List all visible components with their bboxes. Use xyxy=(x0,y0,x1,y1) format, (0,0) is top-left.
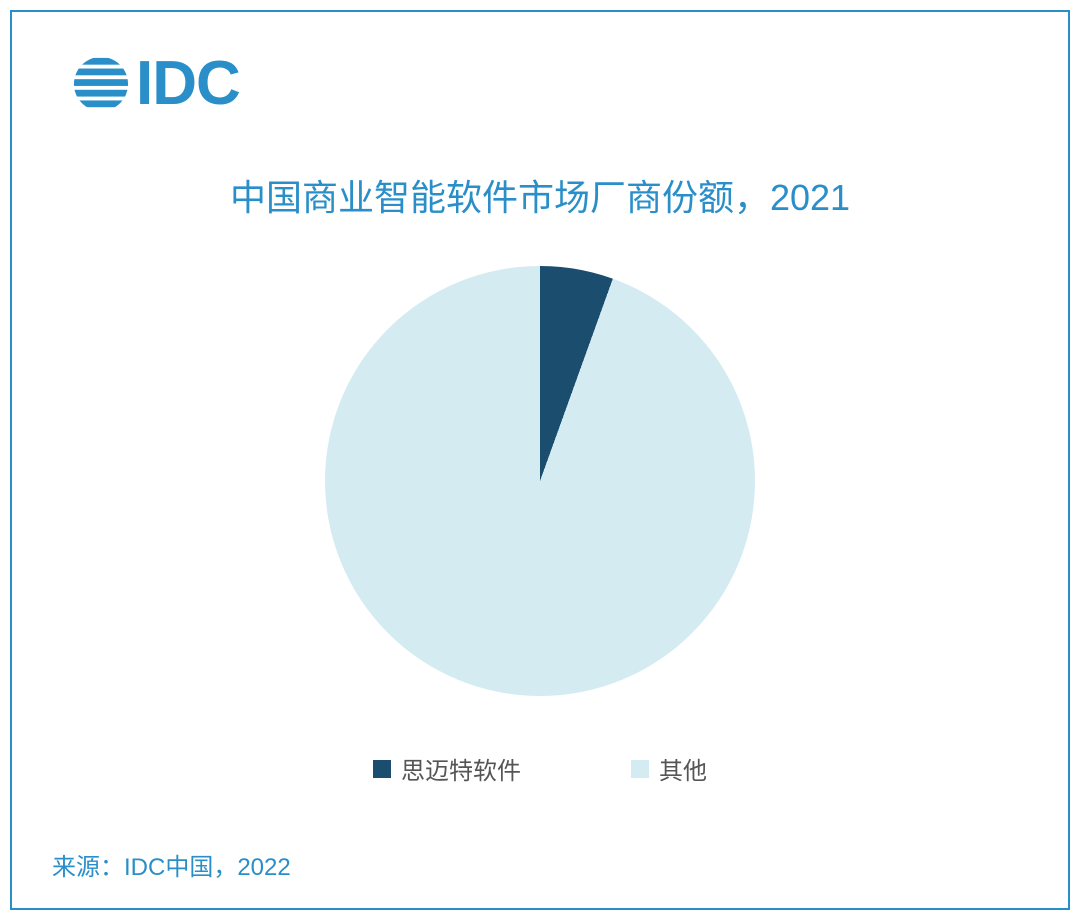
legend-swatch xyxy=(631,760,649,778)
legend-label: 思迈特软件 xyxy=(401,751,521,786)
legend-item: 其他 xyxy=(631,751,707,786)
globe-icon xyxy=(72,55,130,113)
legend: 思迈特软件 其他 xyxy=(62,751,1018,786)
legend-swatch xyxy=(373,760,391,778)
legend-label: 其他 xyxy=(659,751,707,786)
legend-item: 思迈特软件 xyxy=(373,751,521,786)
idc-logo: IDC xyxy=(72,48,1018,119)
pie-chart xyxy=(325,266,755,696)
logo-text: IDC xyxy=(136,48,240,119)
source-text: 来源：IDC中国，2022 xyxy=(52,847,291,882)
chart-frame: IDC 中国商业智能软件市场厂商份额，2021 思迈特软件 其他 来源：IDC中… xyxy=(10,10,1070,910)
pie-chart-container xyxy=(62,266,1018,696)
chart-title: 中国商业智能软件市场厂商份额，2021 xyxy=(62,169,1018,221)
